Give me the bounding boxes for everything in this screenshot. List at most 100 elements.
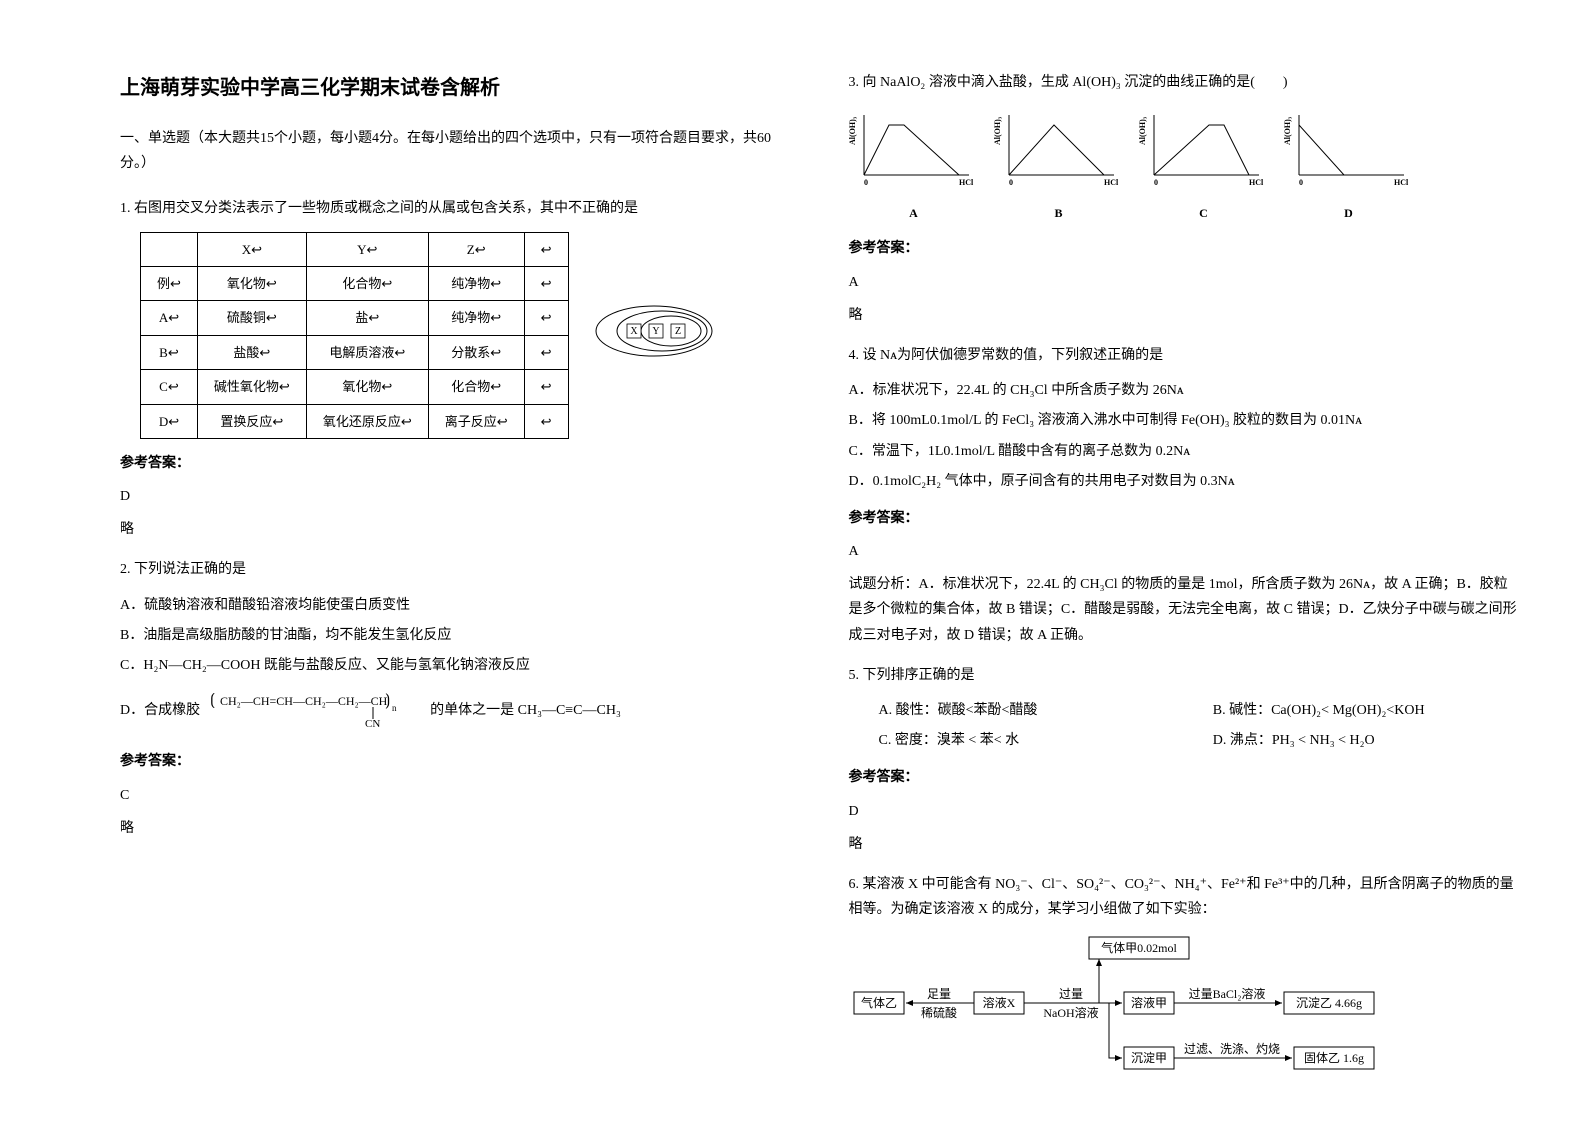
page-title: 上海萌芽实验中学高三化学期末试卷含解析 bbox=[120, 70, 789, 106]
svg-text:CH₂—CH=CH—CH₂—CH₂—CH: CH₂—CH=CH—CH₂—CH₂—CH bbox=[220, 694, 388, 708]
cell: 纯净物↩ bbox=[428, 301, 524, 335]
flow-excess: 足量 bbox=[926, 987, 950, 1001]
cell: ↩ bbox=[524, 266, 568, 300]
svg-text:0: 0 bbox=[864, 178, 868, 187]
cell: 置换反应↩ bbox=[197, 404, 306, 438]
q3-text: 3. 向 NaAlO₂ 溶液中滴入盐酸，生成 Al(OH)₃ 沉淀的曲线正确的是… bbox=[849, 70, 1518, 95]
cell: 电解质溶液↩ bbox=[306, 335, 428, 369]
q1-note: 略 bbox=[120, 517, 789, 542]
table-row: C↩ 碱性氧化物↩ 氧化物↩ 化合物↩ ↩ bbox=[141, 370, 569, 404]
q2-text: 2. 下列说法正确的是 bbox=[120, 557, 789, 582]
q5-option-d: D. 沸点：PH₃ < NH₃ < H₂O bbox=[1213, 728, 1517, 753]
flow-precip-a: 沉淀甲 bbox=[1130, 1051, 1166, 1065]
flow-naoh: NaOH溶液 bbox=[1043, 1005, 1098, 1020]
question-1: 1. 右图用交叉分类法表示了一些物质或概念之间的从属或包含关系，其中不正确的是 … bbox=[120, 196, 789, 542]
q2-option-d: D．合成橡胶 ⟮ CH₂—CH=CH—CH₂—CH₂—CH ⟯ n CN 的单体… bbox=[120, 683, 789, 737]
answer-label: 参考答案： bbox=[120, 749, 789, 774]
graph-a: Al(OH)₃ 0 HCl A bbox=[849, 105, 979, 224]
table-row: B↩ 盐酸↩ 电解质溶液↩ 分散系↩ ↩ bbox=[141, 335, 569, 369]
q1-table-wrap: X↩ Y↩ Z↩ ↩ 例↩ 氧化物↩ 化合物↩ 纯净物↩ ↩ A↩ 硫酸铜↩ 盐… bbox=[140, 232, 789, 439]
question-6: 6. 某溶液 X 中可能含有 NO₃⁻、Cl⁻、SO₄²⁻、CO₃²⁻、NH₄⁺… bbox=[849, 872, 1518, 1102]
cell: ↩ bbox=[524, 404, 568, 438]
cell: 例↩ bbox=[141, 266, 198, 300]
cell: 氧化物↩ bbox=[197, 266, 306, 300]
svg-text:Al(OH)₃: Al(OH)₃ bbox=[1139, 116, 1147, 145]
q2-option-b: B．油脂是高级脂肪酸的甘油酯，均不能发生氢化反应 bbox=[120, 623, 789, 648]
q2-note: 略 bbox=[120, 816, 789, 841]
question-4: 4. 设 Nᴀ为阿伏伽德罗常数的值，下列叙述正确的是 A．标准状况下，22.4L… bbox=[849, 343, 1518, 648]
cell: Y↩ bbox=[306, 232, 428, 266]
cell: B↩ bbox=[141, 335, 198, 369]
answer-label: 参考答案： bbox=[120, 451, 789, 476]
svg-text:n: n bbox=[392, 703, 397, 713]
cell: D↩ bbox=[141, 404, 198, 438]
venn-y-label: Y bbox=[652, 326, 659, 337]
flow-sol-x: 溶液X bbox=[982, 995, 1015, 1010]
cell: ↩ bbox=[524, 370, 568, 404]
svg-text:0: 0 bbox=[1299, 178, 1303, 187]
svg-text:HCl: HCl bbox=[959, 178, 974, 187]
question-2: 2. 下列说法正确的是 A．硫酸钠溶液和醋酸铅溶液均能使蛋白质变性 B．油脂是高… bbox=[120, 557, 789, 841]
cell: C↩ bbox=[141, 370, 198, 404]
venn-z-label: Z bbox=[674, 326, 680, 337]
svg-text:HCl: HCl bbox=[1104, 178, 1119, 187]
cell bbox=[141, 232, 198, 266]
q1-answer: D bbox=[120, 484, 789, 509]
cell: ↩ bbox=[524, 232, 568, 266]
venn-x-label: X bbox=[630, 326, 638, 337]
q1-table: X↩ Y↩ Z↩ ↩ 例↩ 氧化物↩ 化合物↩ 纯净物↩ ↩ A↩ 硫酸铜↩ 盐… bbox=[140, 232, 569, 439]
flow-sol-a: 溶液甲 bbox=[1130, 995, 1166, 1010]
q4-option-c: C．常温下，1L0.1mol/L 醋酸中含有的离子总数为 0.2Nᴀ bbox=[849, 439, 1518, 464]
cell: 化合物↩ bbox=[306, 266, 428, 300]
cell: X↩ bbox=[197, 232, 306, 266]
flow-h2so4: 稀硫酸 bbox=[920, 1005, 956, 1020]
table-row: D↩ 置换反应↩ 氧化还原反应↩ 离子反应↩ ↩ bbox=[141, 404, 569, 438]
polymer-structure-icon: ⟮ CH₂—CH=CH—CH₂—CH₂—CH ⟯ n CN bbox=[210, 683, 420, 737]
svg-text:Al(OH)₃: Al(OH)₃ bbox=[849, 116, 857, 145]
flow-solid-b: 固体乙 1.6g bbox=[1303, 1051, 1363, 1065]
cell: 离子反应↩ bbox=[428, 404, 524, 438]
graph-d: Al(OH)₃ 0 HCl D bbox=[1284, 105, 1414, 224]
q2-option-c: C．H₂N—CH₂—COOH 既能与盐酸反应、又能与氢氧化钠溶液反应 bbox=[120, 653, 789, 678]
graph-b: Al(OH)₃ 0 HCl B bbox=[994, 105, 1124, 224]
graph-d-label: D bbox=[1284, 203, 1414, 225]
q5-note: 略 bbox=[849, 832, 1518, 857]
table-row: A↩ 硫酸铜↩ 盐↩ 纯净物↩ ↩ bbox=[141, 301, 569, 335]
q2-d-suffix: 的单体之一是 CH₃—C≡C—CH₃ bbox=[430, 698, 621, 723]
q3-answer: A bbox=[849, 270, 1518, 295]
svg-text:HCl: HCl bbox=[1249, 178, 1264, 187]
q6-text: 6. 某溶液 X 中可能含有 NO₃⁻、Cl⁻、SO₄²⁻、CO₃²⁻、NH₄⁺… bbox=[849, 872, 1518, 922]
cell: 分散系↩ bbox=[428, 335, 524, 369]
svg-text:HCl: HCl bbox=[1394, 178, 1409, 187]
flow-precip-b: 沉淀乙 4.66g bbox=[1295, 996, 1361, 1010]
cell: 碱性氧化物↩ bbox=[197, 370, 306, 404]
cell: ↩ bbox=[524, 335, 568, 369]
svg-text:0: 0 bbox=[1009, 178, 1013, 187]
q3-note: 略 bbox=[849, 303, 1518, 328]
cell: 化合物↩ bbox=[428, 370, 524, 404]
flow-bacl2: 过量BaCl₂溶液 bbox=[1188, 986, 1265, 1001]
flow-filter: 过滤、洗涤、灼烧 bbox=[1183, 1041, 1279, 1056]
graph-a-label: A bbox=[849, 203, 979, 225]
left-column: 上海萌芽实验中学高三化学期末试卷含解析 一、单选题（本大题共15个小题，每小题4… bbox=[100, 70, 819, 1082]
q2-d-prefix: D．合成橡胶 bbox=[120, 698, 200, 723]
svg-text:⟮: ⟮ bbox=[210, 692, 215, 709]
right-column: 3. 向 NaAlO₂ 溶液中滴入盐酸，生成 Al(OH)₃ 沉淀的曲线正确的是… bbox=[819, 70, 1538, 1082]
cell: Z↩ bbox=[428, 232, 524, 266]
q4-answer: A bbox=[849, 539, 1518, 564]
svg-text:Al(OH)₃: Al(OH)₃ bbox=[994, 116, 1002, 145]
section-intro: 一、单选题（本大题共15个小题，每小题4分。在每小题给出的四个选项中，只有一项符… bbox=[120, 126, 789, 176]
cell: 氧化还原反应↩ bbox=[306, 404, 428, 438]
answer-label: 参考答案： bbox=[849, 236, 1518, 261]
svg-text:Al(OH)₃: Al(OH)₃ bbox=[1284, 116, 1292, 145]
q5-text: 5. 下列排序正确的是 bbox=[849, 663, 1518, 688]
q5-answer: D bbox=[849, 799, 1518, 824]
q4-text: 4. 设 Nᴀ为阿伏伽德罗常数的值，下列叙述正确的是 bbox=[849, 343, 1518, 368]
graph-c: Al(OH)₃ 0 HCl C bbox=[1139, 105, 1269, 224]
table-row: 例↩ 氧化物↩ 化合物↩ 纯净物↩ ↩ bbox=[141, 266, 569, 300]
svg-text:⟯: ⟯ bbox=[385, 692, 390, 709]
q4-option-b: B．将 100mL0.1mol/L 的 FeCl₃ 溶液滴入沸水中可制得 Fe(… bbox=[849, 408, 1518, 433]
graph-c-label: C bbox=[1139, 203, 1269, 225]
svg-text:0: 0 bbox=[1154, 178, 1158, 187]
q5-options-grid: A. 酸性：碳酸<苯酚<醋酸 B. 碱性：Ca(OH)₂< Mg(OH)₂<KO… bbox=[879, 698, 1518, 753]
